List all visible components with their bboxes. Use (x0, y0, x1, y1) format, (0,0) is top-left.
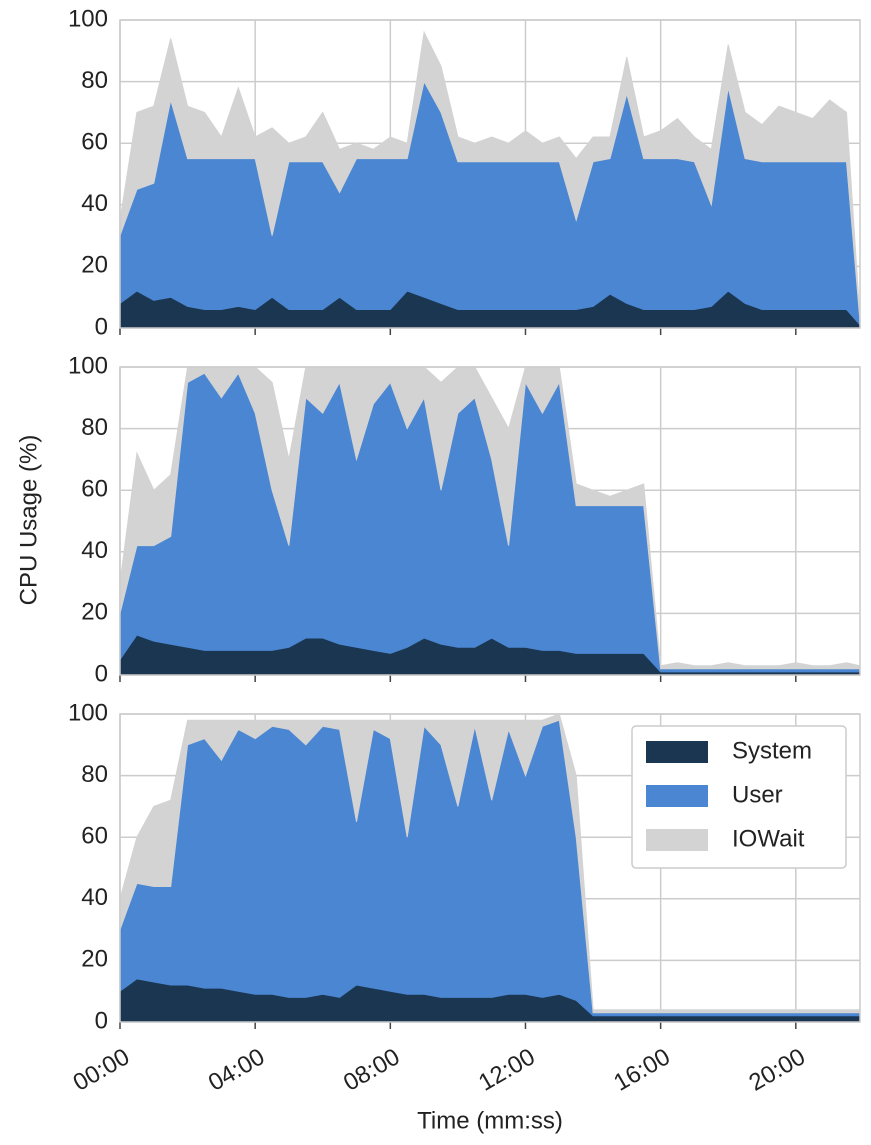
legend-swatch (646, 785, 708, 807)
x-tick-label: 16:00 (609, 1043, 675, 1096)
y-tick-label: 40 (81, 190, 108, 217)
y-tick-label: 80 (81, 414, 108, 441)
legend-label: System (732, 737, 812, 764)
x-tick-label: 08:00 (339, 1043, 405, 1096)
y-tick-label: 60 (81, 476, 108, 503)
x-tick-label: 20:00 (744, 1043, 810, 1096)
legend-label: IOWait (732, 825, 805, 852)
y-tick-label: 100 (68, 699, 108, 726)
plot-frame (119, 713, 861, 1023)
y-tick-label: 20 (81, 252, 108, 279)
x-tick-label: 12:00 (474, 1043, 540, 1096)
legend-swatch (646, 829, 708, 851)
y-tick-label: 100 (68, 352, 108, 379)
y-tick-label: 80 (81, 67, 108, 94)
y-tick-label: 0 (95, 1007, 108, 1034)
y-tick-label: 20 (81, 599, 108, 626)
plot-frame (119, 366, 861, 676)
y-tick-label: 60 (81, 823, 108, 850)
x-axis-label: Time (mm:ss) (417, 1107, 563, 1134)
y-tick-label: 40 (81, 884, 108, 911)
y-tick-label: 40 (81, 537, 108, 564)
y-tick-label: 60 (81, 129, 108, 156)
plot-frame (119, 19, 861, 329)
y-tick-label: 100 (68, 5, 108, 32)
y-tick-label: 80 (81, 761, 108, 788)
x-tick-label: 04:00 (204, 1043, 270, 1096)
legend-label: User (732, 781, 783, 808)
y-tick-label: 20 (81, 946, 108, 973)
y-tick-label: 0 (95, 660, 108, 687)
y-axis-label: CPU Usage (%) (15, 435, 42, 606)
legend-swatch (646, 741, 708, 763)
x-tick-label: 00:00 (69, 1043, 135, 1096)
y-tick-label: 0 (95, 313, 108, 340)
